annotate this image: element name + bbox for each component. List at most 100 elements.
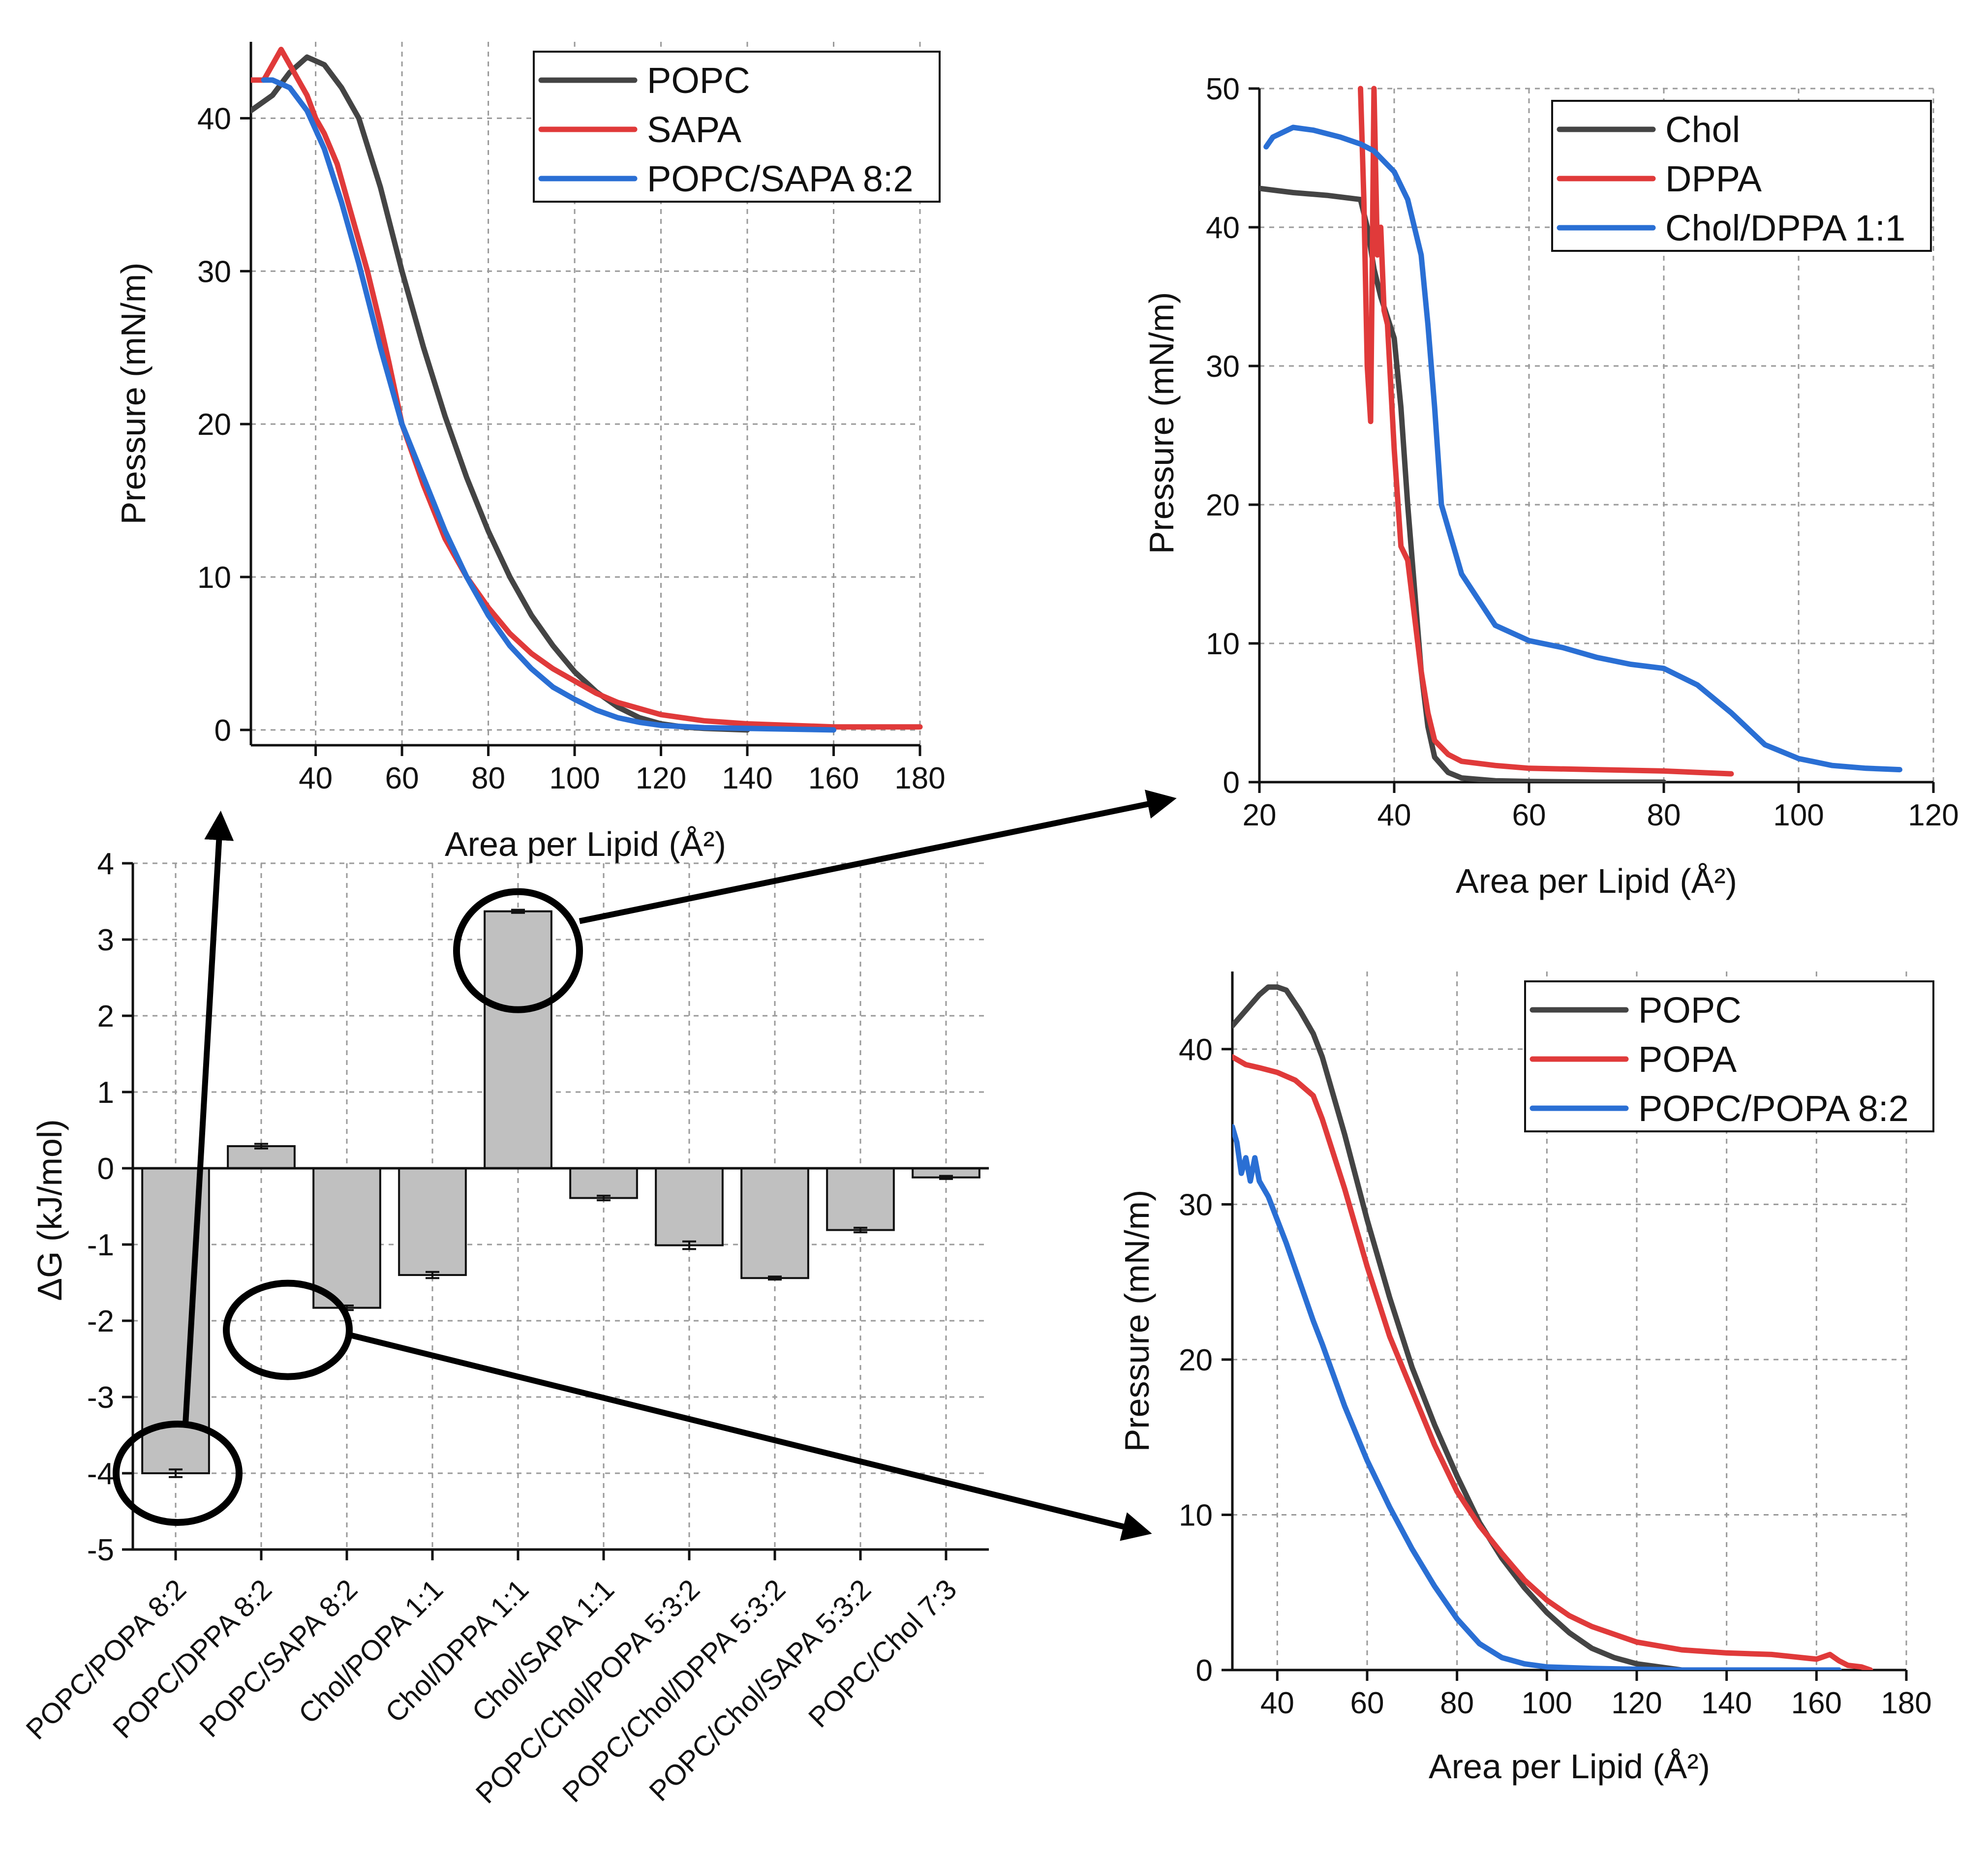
y-tick-label: 0 [214,714,231,748]
x-tick-label: 160 [1791,1686,1842,1720]
callout-ellipse [113,1421,243,1526]
y-tick-label: 0 [1223,766,1240,800]
bar-7 [655,1167,724,1246]
legend-label: POPA [1638,1039,1737,1080]
x-tick-label: 60 [385,761,419,795]
x-tick-label: 40 [1260,1686,1294,1720]
x-tick-label: 140 [1701,1686,1752,1720]
x-tick-label: 100 [549,761,600,795]
bar-3 [312,1167,381,1309]
legend-label: POPC/POPA 8:2 [1638,1088,1909,1129]
category-label: Chol/DPPA 1:1 [379,1573,535,1729]
x-tick-label: 160 [808,761,859,795]
x-tick-label: 40 [1377,798,1411,832]
y-tick-label: -1 [87,1228,114,1262]
legend: Chol DPPA Chol/DPPA 1:1 [1551,100,1932,252]
series-group [1232,984,1873,1670]
x-tick-label: 120 [636,761,686,795]
x-tick-label: 180 [1881,1686,1931,1720]
y-axis-label: ΔG (kJ/mol) [31,1119,69,1301]
x-tick-label: 140 [722,761,772,795]
y-tick-label: 30 [1206,350,1240,384]
y-tick-label: 4 [97,847,114,881]
bar-5 [484,910,552,1169]
x-tick-label: 180 [894,761,945,795]
y-tick-label: 10 [1179,1498,1213,1532]
legend-label: POPC [1638,990,1742,1031]
y-tick-label: -2 [87,1305,114,1338]
series-line-popc-sapa-8-2 [261,77,836,733]
y-axis-label: Pressure (mN/m) [1142,292,1181,554]
bar-2 [227,1145,296,1170]
dppa-isotherm-chart: 20 40 60 80 100 120 0 10 20 30 40 50 Pressure (mN/m)… [1142,72,1959,900]
x-axis-label: Area per Lipid (Å²) [1429,1747,1710,1786]
y-tick-label: 20 [1179,1343,1213,1377]
legend: POPC SAPA POPC/SAPA 8:2 [533,51,941,203]
x-tick-label: 20 [1243,798,1277,832]
callout-arrow [348,1332,1152,1541]
series-line-chol-dppa-1-1 [1263,124,1902,773]
y-tick-label: 0 [97,1152,114,1186]
y-axis-label: Pressure (mN/m) [114,263,153,525]
legend-label: POPC [647,60,750,101]
sapa-isotherm-chart: 40 60 80 100 120 140 160 180 0 10 20 30 40 Pressure (… [114,42,946,863]
y-tick-label: -5 [87,1533,114,1567]
y-tick-label: 3 [97,923,114,957]
callout-ellipse [453,888,583,1013]
y-tick-label: 20 [1206,488,1240,522]
series-group [251,47,923,733]
x-axis-label: Area per Lipid (Å²) [1456,862,1737,900]
legend-label: SAPA [647,109,742,150]
legend-label: DPPA [1665,158,1762,199]
callout-arrow [579,790,1177,924]
x-tick-label: 120 [1908,798,1958,832]
bar-6 [569,1167,638,1199]
category-label: POPC/Chol 7:3 [802,1573,963,1733]
x-tick-label: 100 [1522,1686,1572,1720]
y-tick-label: 40 [197,102,231,136]
y-axis-label: Pressure (mN/m) [1118,1190,1156,1452]
legend-label: Chol/DPPA 1:1 [1665,208,1905,248]
y-tick-label: 10 [197,561,231,595]
x-tick-label: 60 [1512,798,1546,832]
category-label: POPC/POPA 8:2 [20,1573,193,1746]
y-tick-label: 30 [197,255,231,289]
y-tick-label: 1 [97,1076,114,1110]
category-label: Chol/POPA 1:1 [292,1573,449,1730]
series-line-popc [1232,984,1684,1670]
y-tick-label: 2 [97,1000,114,1033]
legend-label: Chol [1665,109,1740,150]
x-tick-label: 120 [1611,1686,1662,1720]
category-label: POPC/SAPA 8:2 [193,1573,364,1743]
y-tick-label: 10 [1206,627,1240,661]
y-tick-label: 40 [1179,1033,1213,1067]
series-group [1259,86,1902,782]
y-tick-label: 30 [1179,1188,1213,1222]
callout-ellipse [223,1279,353,1380]
bar-8 [740,1167,809,1279]
x-tick-label: 40 [299,761,333,795]
y-tick-label: 40 [1206,211,1240,245]
y-tick-label: 20 [197,408,231,442]
series-line-dppa [1358,86,1734,777]
category-label: POPC/DPPA 8:2 [107,1573,278,1744]
bar-4 [398,1167,467,1276]
y-tick-label: -3 [87,1381,114,1415]
x-tick-label: 100 [1773,798,1824,832]
x-tick-label: 80 [1440,1686,1474,1720]
callout-annotations [113,790,1177,1541]
legend: POPC POPA POPC/POPA 8:2 [1524,980,1934,1132]
popa-isotherm-chart: 40 60 80 100 120 140 160 180 0 10 20 30 40 Pressure (… [1118,972,1934,1786]
y-tick-label: -4 [87,1457,114,1491]
bar-9 [826,1167,895,1231]
y-tick-label: 50 [1206,72,1240,106]
y-tick-label: 0 [1196,1654,1213,1688]
x-tick-label: 80 [471,761,505,795]
series-line-popc-popa-8-2 [1232,1124,1842,1670]
series-line-chol [1259,185,1667,782]
legend-label: POPC/SAPA 8:2 [647,158,914,199]
series-line-popa [1232,1054,1873,1670]
series-line-sapa [251,47,923,730]
